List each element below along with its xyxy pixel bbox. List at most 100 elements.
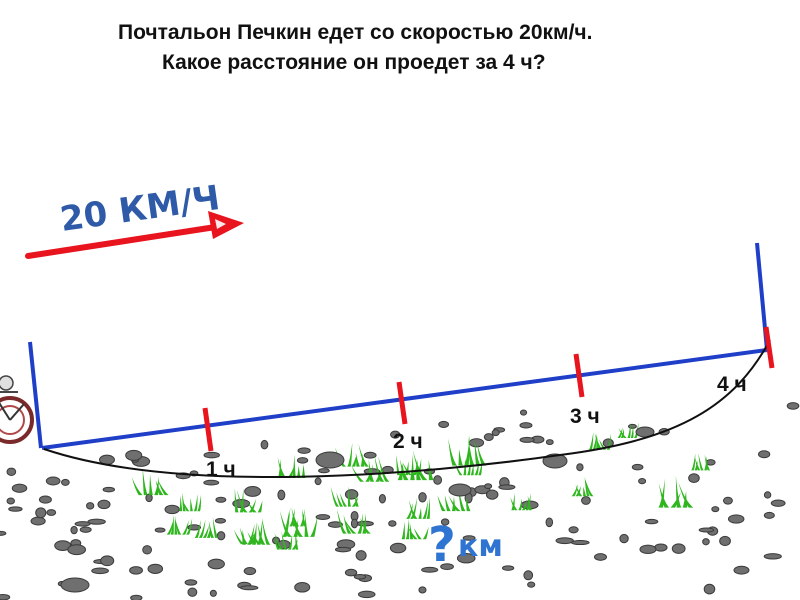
stone bbox=[215, 496, 227, 503]
stone bbox=[711, 506, 720, 513]
stone bbox=[70, 525, 78, 535]
stone bbox=[519, 409, 528, 416]
tick-label-1h: 1 ч bbox=[206, 458, 236, 481]
stone bbox=[147, 563, 164, 574]
speed-arrow bbox=[25, 211, 244, 259]
grass-tuft bbox=[396, 454, 422, 476]
stone bbox=[130, 594, 143, 600]
stone bbox=[519, 422, 533, 429]
stone bbox=[719, 535, 731, 547]
stone bbox=[456, 553, 476, 564]
stone bbox=[102, 486, 116, 493]
stone bbox=[758, 450, 771, 459]
stone bbox=[418, 492, 427, 503]
tick-label-3h: 3 ч bbox=[570, 405, 600, 428]
stone bbox=[125, 449, 143, 461]
stone bbox=[100, 555, 115, 567]
grass-tuft bbox=[234, 488, 263, 513]
grass-tuft bbox=[406, 497, 430, 519]
stone bbox=[786, 402, 800, 410]
stone bbox=[378, 493, 386, 504]
problem-line-2: Какое расстояние он проедет за 4 ч? bbox=[162, 51, 546, 74]
stone bbox=[619, 533, 629, 544]
stone bbox=[214, 517, 227, 524]
grass-tuft bbox=[336, 508, 371, 534]
stone bbox=[297, 447, 311, 454]
stone bbox=[581, 496, 591, 505]
arrow-head-icon bbox=[208, 211, 244, 239]
road-ground bbox=[0, 402, 800, 600]
stone bbox=[11, 483, 28, 493]
stone bbox=[727, 514, 745, 524]
stone bbox=[498, 484, 516, 490]
grass-tuft bbox=[166, 514, 193, 535]
grass-tuft bbox=[397, 450, 434, 481]
stone bbox=[418, 586, 427, 594]
stone bbox=[644, 518, 659, 525]
stone bbox=[519, 436, 535, 443]
tick-3h bbox=[573, 353, 585, 398]
stone bbox=[363, 451, 377, 459]
grass-tuft bbox=[617, 422, 639, 439]
stone bbox=[702, 538, 710, 546]
stone bbox=[688, 473, 700, 483]
stone bbox=[154, 527, 166, 533]
stone bbox=[209, 589, 217, 597]
stone bbox=[203, 479, 220, 486]
stone bbox=[277, 489, 286, 501]
stone bbox=[638, 477, 647, 485]
grass-tuft bbox=[279, 506, 318, 537]
stone bbox=[353, 574, 367, 580]
grass-tuft bbox=[448, 434, 487, 466]
stone bbox=[315, 451, 345, 469]
stone bbox=[703, 583, 716, 595]
stone bbox=[722, 496, 733, 505]
grass-tuft bbox=[131, 468, 169, 496]
stone bbox=[207, 558, 225, 570]
grass-tuft bbox=[330, 486, 359, 507]
stone bbox=[344, 568, 358, 577]
stone bbox=[390, 430, 401, 439]
stone bbox=[164, 504, 180, 515]
stone bbox=[433, 475, 443, 485]
grass-tuft bbox=[455, 457, 483, 476]
stone bbox=[74, 521, 91, 527]
stone bbox=[654, 543, 668, 552]
stone bbox=[203, 451, 220, 459]
stone bbox=[6, 497, 15, 505]
grass-tuft bbox=[351, 454, 390, 482]
stone bbox=[763, 553, 782, 560]
stone bbox=[91, 567, 109, 575]
stone bbox=[240, 585, 259, 591]
stone bbox=[355, 550, 367, 561]
stone bbox=[60, 577, 90, 593]
stone bbox=[448, 483, 472, 497]
stone bbox=[639, 544, 657, 555]
stone bbox=[0, 593, 11, 600]
grass-tuft bbox=[233, 527, 265, 545]
stone bbox=[462, 535, 476, 541]
grass-tuft bbox=[334, 442, 369, 467]
stone bbox=[67, 544, 87, 556]
tick-2h bbox=[396, 381, 408, 425]
stone bbox=[763, 511, 775, 519]
grass-tuft bbox=[242, 518, 271, 545]
stone bbox=[46, 509, 57, 516]
distance-unit: км bbox=[458, 529, 503, 564]
stone bbox=[243, 567, 257, 576]
tick-label-2h: 2 ч bbox=[393, 430, 423, 453]
stone bbox=[296, 457, 309, 464]
stone bbox=[334, 546, 352, 553]
stone bbox=[357, 590, 376, 599]
grass-tuft bbox=[571, 476, 594, 497]
grass-tuft bbox=[437, 484, 471, 512]
stone bbox=[6, 467, 17, 476]
stone bbox=[545, 517, 554, 528]
stone bbox=[315, 514, 331, 520]
grass-tuft bbox=[277, 454, 306, 479]
grass-tuft bbox=[510, 493, 532, 511]
stone bbox=[763, 491, 772, 499]
stone bbox=[576, 463, 584, 472]
grass-tuft bbox=[658, 475, 694, 508]
